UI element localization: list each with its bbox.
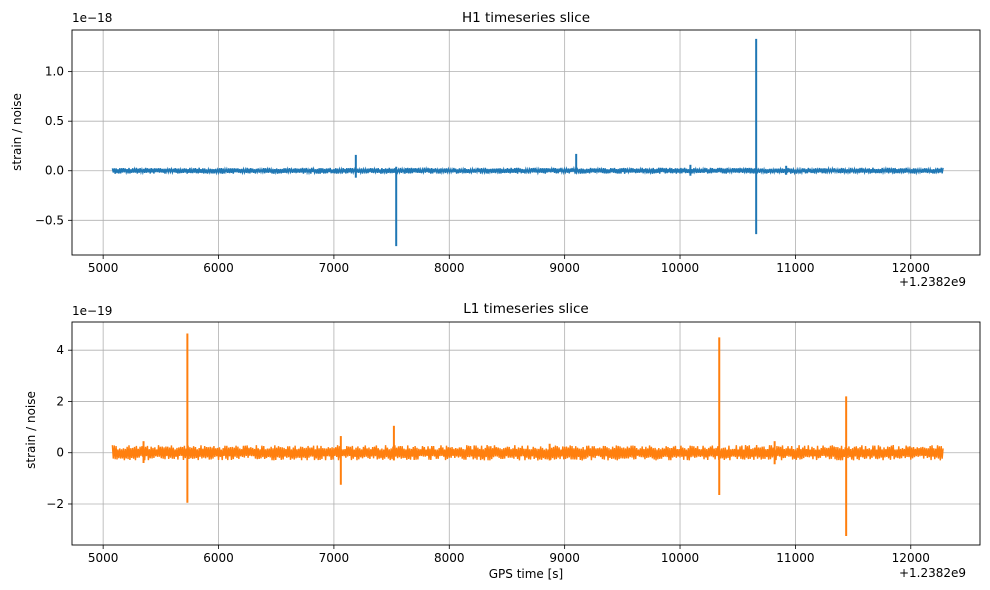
- h1-x-tick-label: 8000: [434, 261, 465, 275]
- h1-chart-title: H1 timeseries slice: [462, 10, 590, 26]
- h1-x-tick-label: 7000: [319, 261, 350, 275]
- h1-x-tick-label: 9000: [549, 261, 580, 275]
- l1-x-tick-label: 11000: [776, 551, 814, 565]
- l1-axes-frame: [71, 321, 981, 546]
- l1-subplot: L1 timeseries slice 1e−19 strain / noise…: [24, 301, 981, 581]
- h1-x-tick-label: 6000: [203, 261, 234, 275]
- h1-y-tick-label: 1.0: [45, 65, 64, 79]
- l1-x-tick-label: 5000: [88, 551, 119, 565]
- l1-x-tick-label: 8000: [434, 551, 465, 565]
- h1-x-offset-label: +1.2382e9: [899, 275, 966, 289]
- h1-y-axis-label: strain / noise: [10, 93, 24, 171]
- h1-subplot: H1 timeseries slice 1e−18 strain / noise…: [10, 10, 981, 289]
- h1-x-tick-label: 12000: [892, 261, 930, 275]
- h1-y-tick-label: −0.5: [35, 213, 64, 227]
- l1-y-scale-label: 1e−19: [72, 304, 112, 318]
- l1-series-line: [111, 444, 944, 461]
- h1-x-tick-label: 11000: [776, 261, 814, 275]
- l1-x-tick-label: 10000: [661, 551, 699, 565]
- l1-y-axis-label: strain / noise: [24, 391, 38, 469]
- l1-y-tick-label: 4: [56, 343, 64, 357]
- h1-y-tick-label: 0.0: [45, 164, 64, 178]
- l1-x-tick-label: 9000: [549, 551, 580, 565]
- l1-x-offset-label: +1.2382e9: [899, 566, 966, 580]
- l1-x-tick-label: 7000: [319, 551, 350, 565]
- h1-x-tick-label: 10000: [661, 261, 699, 275]
- h1-y-tick-label: 0.5: [45, 114, 64, 128]
- l1-y-tick-label: −2: [46, 497, 64, 511]
- h1-y-scale-label: 1e−18: [72, 11, 112, 25]
- l1-y-tick-label: 2: [56, 394, 64, 408]
- l1-x-axis-label: GPS time [s]: [489, 567, 564, 581]
- l1-x-tick-label: 12000: [892, 551, 930, 565]
- h1-x-tick-label: 5000: [88, 261, 119, 275]
- h1-axes-frame: [71, 29, 981, 256]
- h1-series-line: [111, 165, 944, 176]
- l1-x-tick-label: 6000: [203, 551, 234, 565]
- l1-chart-title: L1 timeseries slice: [463, 301, 588, 317]
- l1-y-tick-label: 0: [56, 446, 64, 460]
